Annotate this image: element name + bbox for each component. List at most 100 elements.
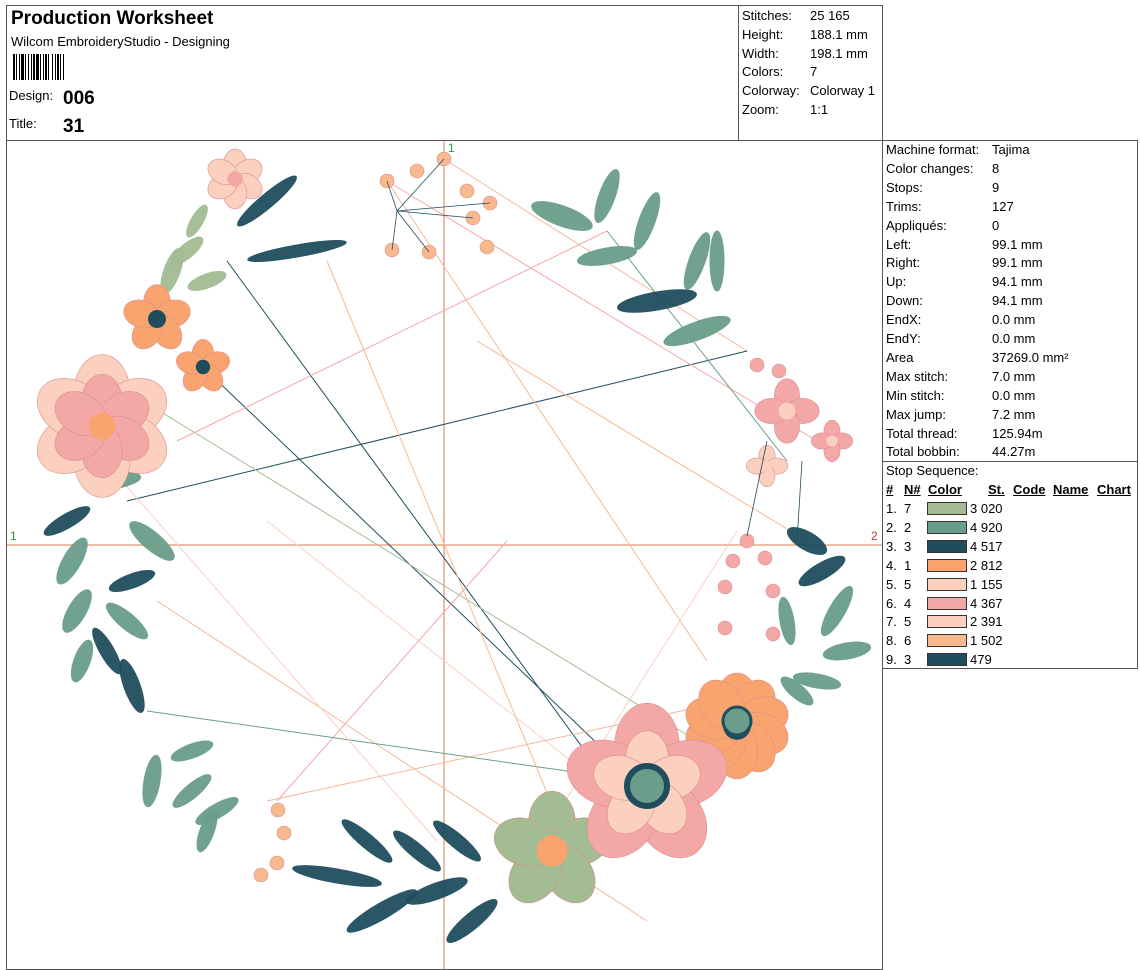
col-header-name: Name	[1053, 482, 1089, 497]
machine-label: Max jump:	[886, 406, 946, 422]
design-stats-panel: Stitches: 25 165 Height: 188.1 mm Width: 198.…	[738, 5, 883, 141]
stat-label: Colorway:	[742, 83, 800, 99]
machine-label: EndX:	[886, 312, 922, 328]
machine-value: Tajima	[992, 142, 1030, 157]
app-subtitle: Wilcom EmbroideryStudio - Designing	[11, 34, 230, 49]
machine-value: 94.1 mm	[992, 274, 1043, 290]
machine-value: 7.0 mm	[992, 368, 1036, 384]
stat-value: 25 165	[810, 8, 850, 23]
seq-row-num: 6.	[886, 595, 897, 611]
seq-row-n: 4	[904, 595, 912, 611]
machine-value: 8	[992, 160, 1000, 176]
machine-value: 125.94m	[992, 425, 1043, 441]
machine-label: Appliqués:	[886, 217, 947, 233]
seq-row-num: 5.	[886, 576, 897, 592]
machine-label: Machine format:	[886, 142, 980, 157]
seq-row-n: 5	[904, 576, 912, 592]
machine-value: 37269.0 mm²	[992, 349, 1069, 365]
stat-value: 188.1 mm	[810, 26, 868, 42]
seq-row-num: 3.	[886, 538, 897, 554]
machine-label: Max stitch:	[886, 368, 949, 384]
machine-label: Total thread:	[886, 425, 958, 441]
machine-label: Down:	[886, 293, 923, 309]
embroidery-wreath-artwork	[7, 141, 882, 969]
seq-row-n: 3	[904, 538, 912, 554]
seq-row-stitches: 2 812	[970, 557, 1003, 573]
seq-row-stitches: 1 502	[970, 633, 1003, 649]
seq-row-color-swatch	[927, 615, 967, 629]
seq-row-color-swatch	[927, 653, 967, 667]
machine-label: Min stitch:	[886, 387, 945, 403]
seq-row-n: 2	[904, 519, 912, 535]
seq-row-stitches: 4 517	[970, 538, 1003, 554]
seq-row-color-swatch	[927, 634, 967, 648]
machine-label: Trims:	[886, 198, 922, 214]
seq-row-n: 1	[904, 557, 912, 573]
machine-value: 0.0 mm	[992, 387, 1036, 403]
machine-label: Area	[886, 349, 914, 365]
stat-value: 198.1 mm	[810, 45, 868, 61]
seq-row-num: 8.	[886, 633, 897, 649]
axis-marker-right: 2	[871, 529, 878, 543]
machine-value: 0.0 mm	[992, 312, 1036, 328]
col-header-chart: Chart	[1097, 482, 1131, 497]
seq-row-color-swatch	[927, 520, 967, 534]
machine-value: 0.0 mm	[992, 331, 1036, 346]
seq-row-num: 1.	[886, 501, 897, 516]
col-header-st: St.	[988, 482, 1005, 497]
worksheet-header: Production Worksheet Wilcom EmbroiderySt…	[6, 5, 739, 141]
machine-value: 94.1 mm	[992, 293, 1043, 309]
axis-marker-left: 1	[10, 529, 17, 543]
stat-value: 1:1	[810, 102, 829, 117]
seq-row-color-swatch	[927, 577, 967, 591]
seq-row-stitches: 4 920	[970, 519, 1003, 535]
barcode-icon	[13, 54, 64, 80]
machine-value: 44.27m	[992, 444, 1036, 460]
seq-row-n: 6	[904, 633, 912, 649]
machine-info-panel: Machine format: Tajima Color changes: 8 Stop…	[882, 140, 1138, 462]
seq-row-n: 5	[904, 614, 912, 630]
stat-label: Stitches:	[742, 8, 792, 23]
design-preview-canvas: 1 1 2	[6, 140, 883, 970]
stop-sequence-title: Stop Sequence:	[886, 463, 979, 478]
machine-label: Stops:	[886, 179, 923, 195]
stat-value: 7	[810, 64, 818, 80]
col-header-code: Code	[1013, 482, 1046, 497]
seq-row-color-swatch	[927, 539, 967, 553]
seq-row-n: 7	[904, 501, 912, 516]
seq-row-n: 3	[904, 652, 912, 668]
col-header-num: #	[886, 482, 894, 497]
seq-row-stitches: 3 020	[970, 501, 1003, 516]
col-header-color: Color	[928, 482, 962, 497]
machine-label: EndY:	[886, 331, 921, 346]
machine-value: 99.1 mm	[992, 236, 1043, 252]
title-label: Title:	[9, 116, 37, 131]
seq-row-num: 7.	[886, 614, 897, 630]
stop-sequence-panel: Stop Sequence: # N# Color St. Code Name …	[882, 461, 1138, 669]
machine-value: 127	[992, 198, 1014, 214]
machine-label: Right:	[886, 255, 920, 271]
seq-row-color-swatch	[927, 596, 967, 610]
stat-label: Colors:	[742, 64, 784, 80]
title-value: 31	[63, 116, 85, 137]
seq-row-stitches: 4 367	[970, 595, 1003, 611]
machine-value: 7.2 mm	[992, 406, 1036, 422]
stat-label: Zoom:	[742, 102, 779, 117]
machine-label: Color changes:	[886, 160, 974, 176]
machine-label: Left:	[886, 236, 912, 252]
seq-row-stitches: 2 391	[970, 614, 1003, 630]
machine-label: Total bobbin:	[886, 444, 960, 460]
col-header-n: N#	[904, 482, 921, 497]
axis-marker-top: 1	[448, 141, 455, 155]
seq-row-num: 9.	[886, 652, 897, 668]
seq-row-color-swatch	[927, 558, 967, 572]
machine-value: 99.1 mm	[992, 255, 1043, 271]
seq-row-num: 4.	[886, 557, 897, 573]
machine-value: 0	[992, 217, 1000, 233]
stat-label: Height:	[742, 26, 784, 42]
machine-value: 9	[992, 179, 1000, 195]
stat-label: Width:	[742, 45, 779, 61]
seq-row-stitches: 1 155	[970, 576, 1003, 592]
seq-row-stitches: 479	[970, 652, 992, 668]
page-title: Production Worksheet	[11, 8, 214, 29]
